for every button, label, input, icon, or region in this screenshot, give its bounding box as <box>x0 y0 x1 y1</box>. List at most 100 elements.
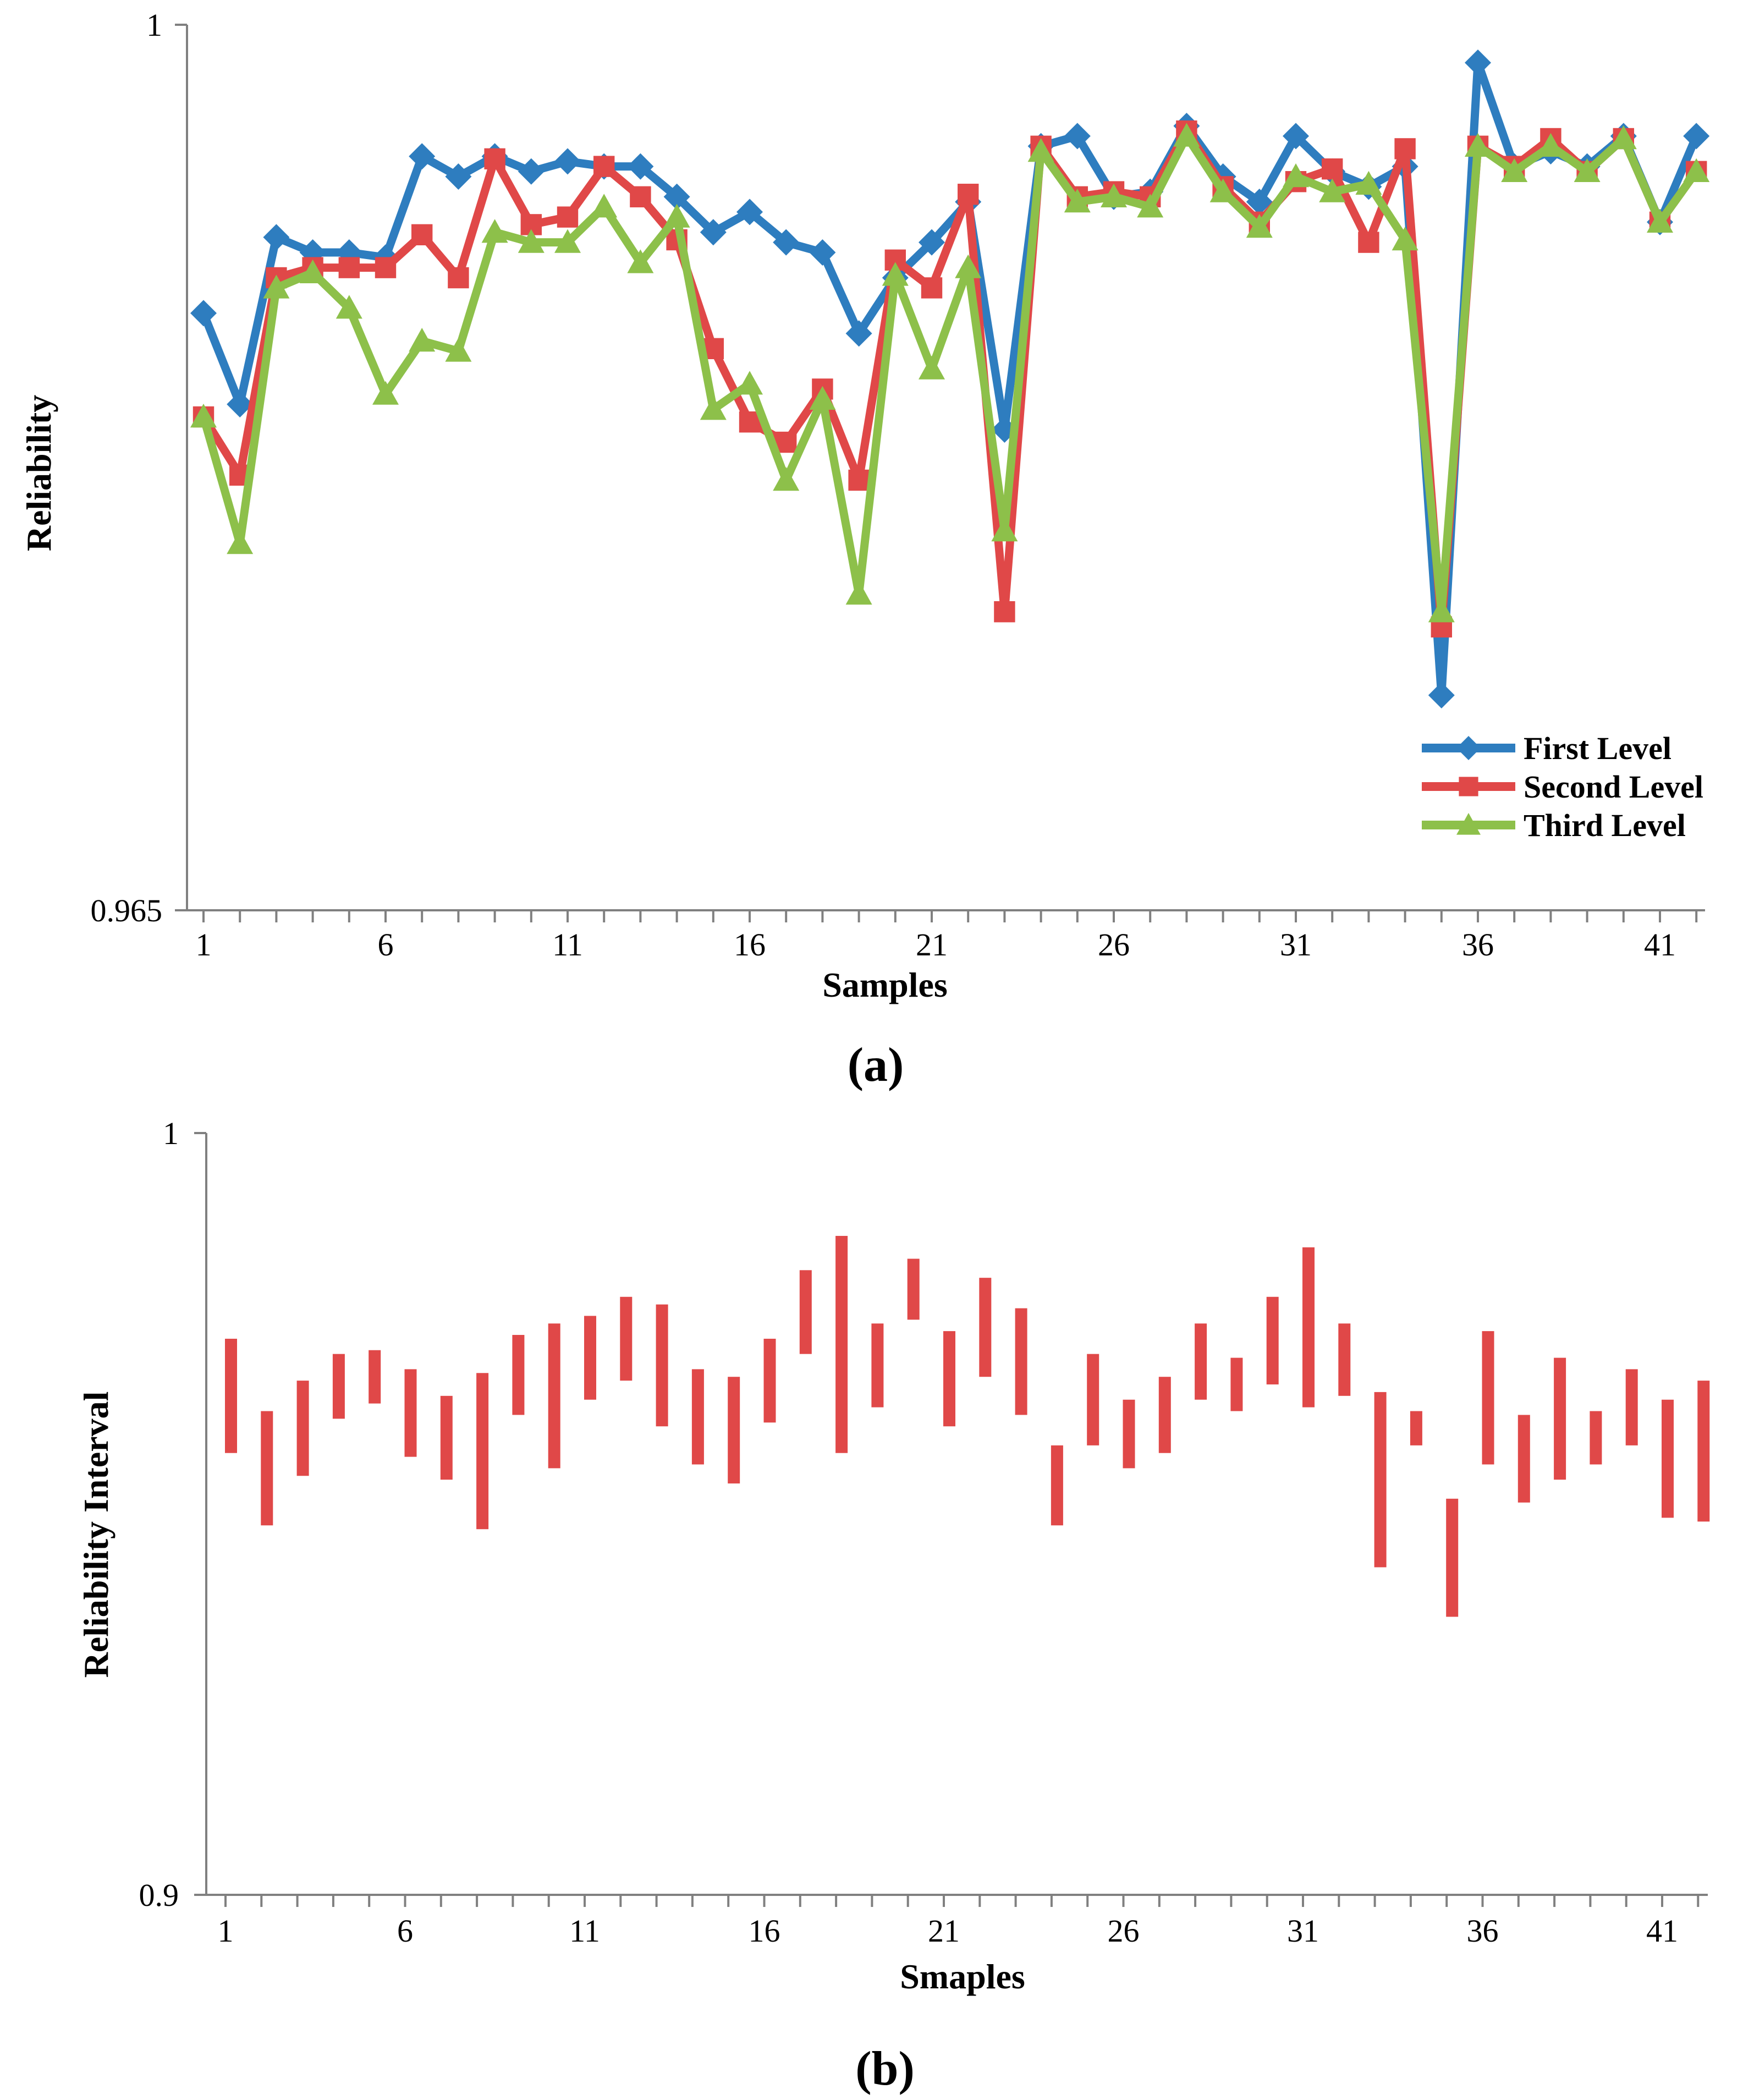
interval-bar <box>1697 1381 1710 1522</box>
data-point-third-level <box>1501 158 1528 182</box>
data-point-third-level <box>845 581 872 605</box>
interval-bar <box>584 1316 596 1400</box>
panel-b-x-tick-label: 36 <box>1467 1913 1499 1949</box>
data-point-second-level <box>557 206 579 228</box>
data-point-third-level <box>263 274 290 299</box>
interval-bar <box>979 1278 992 1377</box>
data-point-third-level <box>1392 227 1418 251</box>
data-point-first-level <box>773 229 800 256</box>
data-point-first-level <box>227 391 254 417</box>
data-point-second-level <box>411 224 433 245</box>
data-point-third-level <box>1173 123 1200 147</box>
panel-b-label: (b) <box>855 2042 915 2096</box>
interval-bar <box>656 1304 668 1427</box>
data-point-third-level <box>919 355 945 380</box>
interval-bar <box>1374 1392 1387 1568</box>
data-point-third-level <box>991 518 1018 542</box>
interval-bar <box>404 1369 417 1457</box>
interval-bar <box>1590 1411 1602 1465</box>
data-point-second-level <box>1394 138 1416 160</box>
interval-bar <box>261 1411 273 1526</box>
data-point-third-level <box>1283 163 1309 188</box>
data-point-first-level <box>627 153 654 180</box>
interval-bar <box>1338 1323 1351 1396</box>
data-point-second-level <box>994 601 1015 623</box>
interval-bar <box>691 1369 704 1465</box>
data-point-second-level <box>1322 158 1343 180</box>
data-point-first-level <box>1465 50 1491 76</box>
data-point-first-level <box>263 224 290 251</box>
data-point-third-level <box>809 386 836 410</box>
interval-bar <box>943 1331 955 1427</box>
data-point-second-level <box>848 469 870 491</box>
data-point-second-level <box>448 267 469 289</box>
data-point-first-level <box>845 320 872 347</box>
data-point-first-level <box>700 219 727 246</box>
legend-marker-second-level <box>1459 777 1478 796</box>
panel-a-x-tick-label: 41 <box>1644 927 1676 963</box>
data-point-third-level <box>299 259 326 283</box>
data-point-third-level <box>1027 138 1054 162</box>
panel-a-y-tick-label: 0.965 <box>91 893 163 928</box>
data-point-third-level <box>1064 189 1091 213</box>
data-point-third-level <box>1683 158 1710 182</box>
data-point-third-level <box>227 530 254 554</box>
panel-b-y-axis-title: Reliability Interval <box>76 1392 116 1678</box>
panel-a-x-tick-label: 31 <box>1280 927 1312 963</box>
data-point-second-level <box>375 257 397 278</box>
legend-marker-shape <box>1456 736 1481 760</box>
panel-b-interval-chart: 0.911 6 11 16 21 26 31 36 41 Smaples Reliability… <box>76 1115 1710 2096</box>
panel-b-x-tick-label: 11 <box>569 1913 600 1949</box>
data-point-third-level <box>1428 598 1455 623</box>
interval-bar <box>1482 1331 1494 1465</box>
interval-bar <box>1158 1377 1171 1453</box>
series-line-third-level <box>199 131 1700 616</box>
data-point-second-level <box>1358 232 1379 253</box>
data-point-third-level <box>1137 194 1164 218</box>
data-point-first-level <box>409 143 436 170</box>
data-point-third-level <box>1355 171 1382 195</box>
panel-a-x-tick-label: 21 <box>916 927 948 963</box>
panel-a-y-tick-label: 1 <box>146 7 162 43</box>
data-point-first-level <box>1683 123 1710 150</box>
legend-marker-shape <box>1456 813 1481 835</box>
data-point-first-level <box>919 229 945 256</box>
data-point-third-level <box>1101 183 1127 207</box>
interval-bar <box>620 1296 633 1381</box>
panel-b-y-tick-label: 1 <box>163 1115 179 1151</box>
panel-a-label: (a) <box>848 1038 904 1092</box>
data-point-second-level <box>630 186 651 207</box>
interval-bar <box>369 1350 381 1404</box>
panel-a-x-tick-label: 11 <box>552 927 583 963</box>
interval-bar <box>799 1270 812 1354</box>
data-point-third-level <box>1465 133 1491 157</box>
data-point-first-level <box>1246 189 1273 215</box>
interval-bar <box>1051 1445 1063 1526</box>
panel-b-y-tick-label: 0.9 <box>139 1877 179 1913</box>
data-point-second-level <box>739 411 761 433</box>
data-point-second-level <box>958 184 979 205</box>
interval-bar <box>296 1381 309 1476</box>
data-point-third-level <box>1319 178 1346 202</box>
data-point-first-level <box>809 239 836 266</box>
panel-a-x-axis-title: Samples <box>822 965 948 1004</box>
data-point-first-level <box>554 148 581 175</box>
data-point-third-level <box>663 204 690 228</box>
data-point-first-level <box>190 300 217 327</box>
data-point-third-level <box>1574 158 1601 182</box>
data-point-third-level <box>1246 214 1273 238</box>
interval-bar <box>440 1395 453 1480</box>
data-point-first-level <box>1428 682 1455 708</box>
data-point-first-level <box>445 163 472 190</box>
data-point-third-level <box>481 219 508 243</box>
interval-bar <box>548 1323 560 1469</box>
interval-bar <box>1302 1247 1315 1408</box>
interval-bar <box>907 1258 920 1320</box>
panel-a-x-tick-label: 16 <box>734 927 766 963</box>
interval-bar <box>1662 1399 1674 1518</box>
legend-label-first-level: First Level <box>1524 730 1671 766</box>
interval-bar <box>1015 1308 1027 1415</box>
data-point-third-level <box>1209 178 1236 202</box>
panel-b-x-tick-label: 6 <box>397 1913 413 1949</box>
